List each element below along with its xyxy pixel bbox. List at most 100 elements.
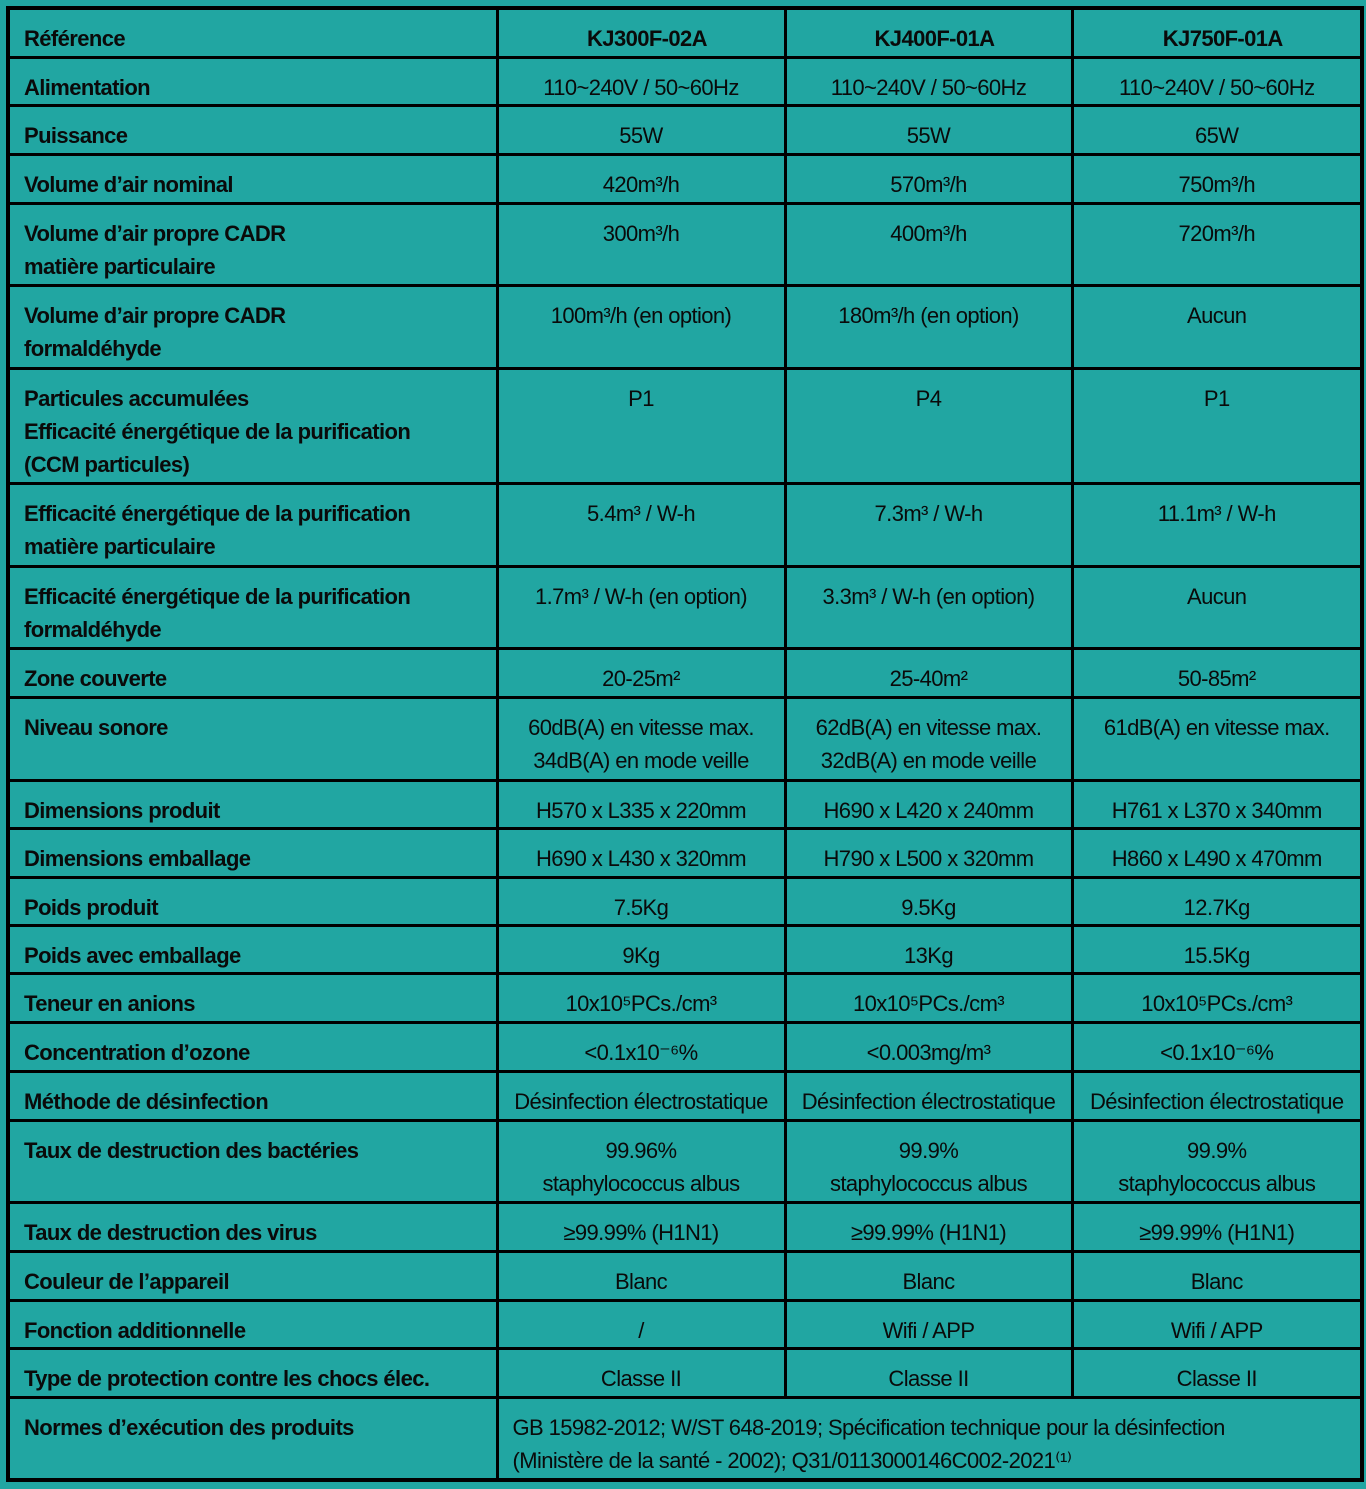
row-label: Volume d’air nominal	[6, 152, 499, 205]
spec-row: Type de protection contre les chocs élec…	[6, 1346, 1364, 1399]
row-value: Wifi / APP	[783, 1298, 1074, 1350]
row-value: ≥99.99% (H1N1)	[495, 1200, 787, 1253]
model-header: KJ750F-01A	[1070, 6, 1364, 59]
row-value: 15.5Kg	[1070, 923, 1364, 975]
row-value: ≥99.99% (H1N1)	[783, 1200, 1074, 1253]
spec-table: Référence KJ300F-02A KJ400F-01A KJ750F-0…	[6, 6, 1364, 1482]
row-value: 55W	[495, 103, 787, 156]
row-value: 720m³/h	[1070, 201, 1364, 287]
row-value: P1	[495, 366, 787, 485]
row-value: 10x10⁵PCs./cm³	[495, 971, 787, 1024]
spec-row: Poids produit 7.5Kg 9.5Kg 12.7Kg	[6, 875, 1364, 927]
row-value: 570m³/h	[783, 152, 1074, 205]
model-header: KJ400F-01A	[783, 6, 1074, 59]
row-value: 13Kg	[783, 923, 1074, 975]
row-label: Dimensions produit	[6, 778, 499, 830]
spec-row: Puissance 55W 55W 65W	[6, 103, 1364, 156]
spec-row: Niveau sonore 60dB(A) en vitesse max. 34d…	[6, 695, 1364, 782]
row-label: Puissance	[6, 103, 499, 156]
row-value: 100m³/h (en option)	[495, 283, 787, 370]
row-value: Blanc	[1070, 1249, 1364, 1302]
row-label: Type de protection contre les chocs élec…	[6, 1346, 499, 1399]
row-value: 10x10⁵PCs./cm³	[1070, 971, 1364, 1024]
row-label: Volume d’air propre CADR formaldéhyde	[6, 283, 499, 370]
row-value: /	[495, 1298, 787, 1350]
row-value: Wifi / APP	[1070, 1298, 1364, 1350]
row-value: 180m³/h (en option)	[783, 283, 1074, 370]
spec-row: Fonction additionnelle / Wifi / APP Wifi / …	[6, 1298, 1364, 1350]
spec-row: Méthode de désinfection Désinfection élec…	[6, 1069, 1364, 1122]
row-label: Concentration d’ozone	[6, 1020, 499, 1073]
standards-label: Normes d’exécution des produits	[6, 1395, 499, 1482]
row-value: 99.9% staphylococcus albus	[783, 1118, 1074, 1204]
row-value: 61dB(A) en vitesse max.	[1070, 695, 1364, 782]
spec-row: Couleur de l’appareil Blanc Blanc Blanc	[6, 1249, 1364, 1302]
row-label: Méthode de désinfection	[6, 1069, 499, 1122]
row-label: Volume d’air propre CADR matière particu…	[6, 201, 499, 287]
spec-row: Zone couverte 20-25m² 25-40m² 50-85m²	[6, 646, 1364, 699]
row-value: 12.7Kg	[1070, 875, 1364, 927]
row-label: Teneur en anions	[6, 971, 499, 1024]
row-value: 400m³/h	[783, 201, 1074, 287]
row-label: Efficacité énergétique de la purificatio…	[6, 564, 499, 650]
row-label: Poids produit	[6, 875, 499, 927]
row-value: P1	[1070, 366, 1364, 485]
row-value: 110~240V / 50~60Hz	[783, 55, 1074, 107]
row-value: Désinfection électrostatique	[783, 1069, 1074, 1122]
spec-row: Dimensions emballage H690 x L430 x 320mm H…	[6, 826, 1364, 879]
row-value: 1.7m³ / W-h (en option)	[495, 564, 787, 650]
spec-row: Dimensions produit H570 x L335 x 220mm H69…	[6, 778, 1364, 830]
spec-row: Efficacité énergétique de la purificatio…	[6, 564, 1364, 650]
row-value: 420m³/h	[495, 152, 787, 205]
header-row: Référence KJ300F-02A KJ400F-01A KJ750F-0…	[6, 6, 1364, 59]
header-label: Référence	[6, 6, 499, 59]
row-value: 9.5Kg	[783, 875, 1074, 927]
row-value: Classe II	[1070, 1346, 1364, 1399]
row-value: P4	[783, 366, 1074, 485]
spec-row: Teneur en anions 10x10⁵PCs./cm³ 10x10⁵PCs.…	[6, 971, 1364, 1024]
row-label: Alimentation	[6, 55, 499, 107]
row-label: Particules accumulées Efficacité énergét…	[6, 366, 499, 485]
spec-row: Concentration d’ozone <0.1x10⁻⁶% <0.003mg/…	[6, 1020, 1364, 1073]
row-value: 3.3m³ / W-h (en option)	[783, 564, 1074, 650]
spec-row: Volume d’air propre CADR formaldéhyde 100…	[6, 283, 1364, 370]
row-label: Taux de destruction des virus	[6, 1200, 499, 1253]
row-label: Niveau sonore	[6, 695, 499, 782]
spec-row: Taux de destruction des virus ≥99.99% (H1…	[6, 1200, 1364, 1253]
row-value: Désinfection électrostatique	[1070, 1069, 1364, 1122]
row-label: Zone couverte	[6, 646, 499, 699]
row-value: H570 x L335 x 220mm	[495, 778, 787, 830]
row-value: 50-85m²	[1070, 646, 1364, 699]
row-value: 9Kg	[495, 923, 787, 975]
row-value: 65W	[1070, 103, 1364, 156]
row-label: Dimensions emballage	[6, 826, 499, 879]
row-value: 7.3m³ / W-h	[783, 481, 1074, 568]
row-value: 7.5Kg	[495, 875, 787, 927]
row-value: Désinfection électrostatique	[495, 1069, 787, 1122]
row-label: Efficacité énergétique de la purificatio…	[6, 481, 499, 568]
row-value: Blanc	[783, 1249, 1074, 1302]
row-value: 20-25m²	[495, 646, 787, 699]
row-value: Classe II	[783, 1346, 1074, 1399]
row-value: H690 x L430 x 320mm	[495, 826, 787, 879]
row-value: H761 x L370 x 340mm	[1070, 778, 1364, 830]
row-value: Blanc	[495, 1249, 787, 1302]
row-value: <0.1x10⁻⁶%	[1070, 1020, 1364, 1073]
row-value: 11.1m³ / W-h	[1070, 481, 1364, 568]
row-value: H690 x L420 x 240mm	[783, 778, 1074, 830]
row-value: 5.4m³ / W-h	[495, 481, 787, 568]
row-value: 60dB(A) en vitesse max. 34dB(A) en mode …	[495, 695, 787, 782]
row-value: Classe II	[495, 1346, 787, 1399]
spec-row: Efficacité énergétique de la purificatio…	[6, 481, 1364, 568]
row-value: 110~240V / 50~60Hz	[1070, 55, 1364, 107]
spec-row: Poids avec emballage 9Kg 13Kg 15.5Kg	[6, 923, 1364, 975]
row-label: Poids avec emballage	[6, 923, 499, 975]
spec-row: Alimentation 110~240V / 50~60Hz 110~240V /…	[6, 55, 1364, 107]
row-value: Aucun	[1070, 564, 1364, 650]
row-value: <0.003mg/m³	[783, 1020, 1074, 1073]
spec-row: Volume d’air nominal 420m³/h 570m³/h 750m³/…	[6, 152, 1364, 205]
spec-row: Volume d’air propre CADR matière particu…	[6, 201, 1364, 287]
standards-value: GB 15982-2012; W/ST 648-2019; Spécificat…	[495, 1395, 1364, 1482]
row-value: 110~240V / 50~60Hz	[495, 55, 787, 107]
row-value: 750m³/h	[1070, 152, 1364, 205]
